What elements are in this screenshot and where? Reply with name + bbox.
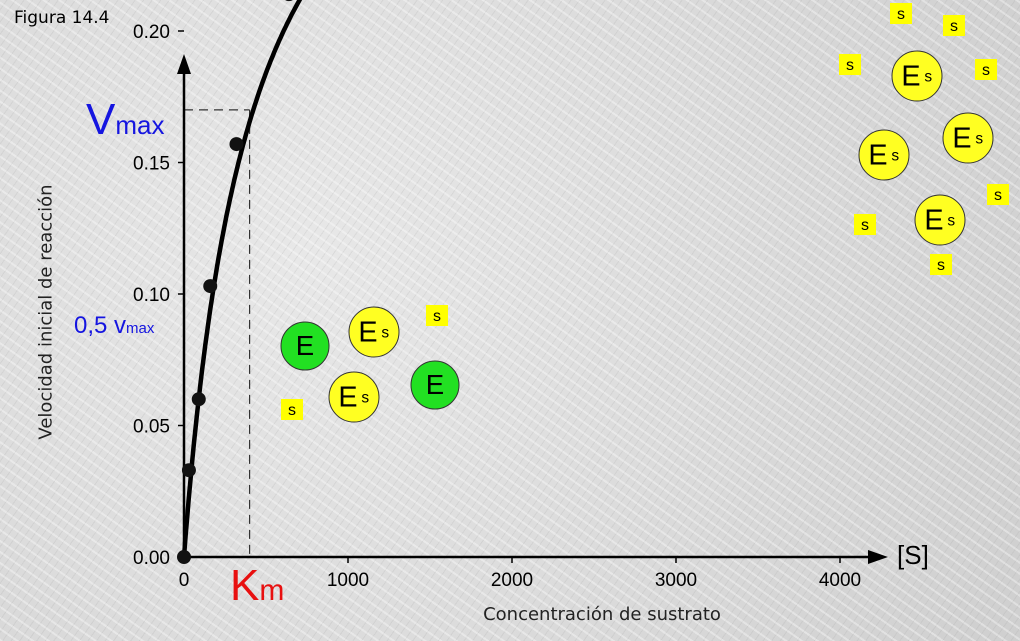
substrate-square [281,399,303,420]
data-point [191,392,206,407]
curve-layer [181,0,303,560]
enzyme-letter: E [924,205,943,237]
enzyme-letter: E [868,140,887,172]
enzyme-letter: E [296,330,314,361]
substrate-letter: s [982,62,990,79]
free-substrate: s [854,214,876,235]
enzyme-letter: E [358,317,377,349]
enzyme-circle [280,321,330,371]
bound-substrate-letter: s [924,69,932,86]
x-axis-label: Concentración de sustrato [483,604,721,625]
free-substrate: s [930,254,952,275]
substrate-letter: s [288,402,296,419]
vmax-sub: max [115,110,165,140]
bound-substrate-letter: s [891,148,899,165]
data-point [177,550,191,564]
x-unit-label: [S] [897,540,929,570]
substrate-letter: s [950,18,958,35]
free-substrate: s [987,184,1009,205]
bound-substrate-letter: s [975,131,983,148]
data-point [181,463,196,478]
y-axis-label: Velocidad inicial de reacción [35,184,57,440]
km-main: K [230,561,260,610]
free-enzyme: E [410,360,460,410]
substrate-square [943,15,965,36]
substrate-square [426,305,448,326]
vmax-main: V [86,95,116,144]
series-line [181,0,303,560]
half-vmax-main: 0,5 v [74,312,127,339]
y-tick-label: 0.10 [133,285,170,306]
substrate-letter: s [994,187,1002,204]
x-tick-label: 3000 [655,570,697,591]
data-point [285,0,293,2]
bound-substrate-letter: s [381,325,389,342]
y-tick-label: 0.00 [133,548,170,569]
half-vmax-label: 0,5 vmax [74,314,154,338]
substrate-letter: s [846,57,854,74]
vmax-label: Vmax [86,98,164,142]
enzyme-circle [328,371,380,423]
free-substrate: s [426,305,448,326]
y-tick-label: 0.20 [133,22,170,43]
substrate-square [839,54,861,75]
enzyme-circle [942,112,994,164]
free-substrate: s [943,15,965,36]
y-tick-label: 0.05 [133,417,170,438]
enzyme-circle [348,306,400,358]
x-tick-label: 0 [179,570,190,591]
substrate-square [975,59,997,80]
data-point [229,137,244,152]
substrate-square [890,3,912,24]
x-tick-label: 1000 [327,570,369,591]
enzyme-circle [914,194,966,246]
free-substrate: s [975,59,997,80]
substrate-letter: s [897,6,905,23]
substrate-letter: s [433,308,441,325]
enzyme-letter: E [426,369,444,400]
free-substrate: s [839,54,861,75]
bound-substrate-letter: s [947,213,955,230]
free-enzyme: E [280,321,330,371]
enzyme-circle [410,360,460,410]
tick-labels: 0.000.050.100.150.200.250.300.3501000200… [133,22,861,591]
enzyme-circle [858,129,910,181]
substrate-letter: s [937,257,945,274]
x-tick-label: 4000 [819,570,861,591]
enzyme-circle [891,50,943,102]
x-tick-label: 2000 [491,570,533,591]
enzyme-letter: E [338,382,357,414]
figure-label: Figura 14.4 [14,8,110,28]
y-tick-label: 0.15 [133,154,170,175]
axes [177,54,888,564]
bound-substrate-letter: s [361,390,369,407]
km-label: Km [230,564,284,608]
y-axis-arrow [177,54,191,74]
data-point [203,279,218,294]
substrate-square [987,184,1009,205]
enzyme-letter: E [901,61,920,93]
guide-lines [184,109,251,557]
free-substrate: s [281,399,303,420]
x-axis-arrow [868,550,888,564]
data-points [177,0,293,564]
substrate-letter: s [861,217,869,234]
km-sub: m [259,574,285,607]
free-substrate: s [890,3,912,24]
substrate-square [854,214,876,235]
half-vmax-sub: max [126,320,155,337]
substrate-square [930,254,952,275]
enzyme-letter: E [952,123,971,155]
